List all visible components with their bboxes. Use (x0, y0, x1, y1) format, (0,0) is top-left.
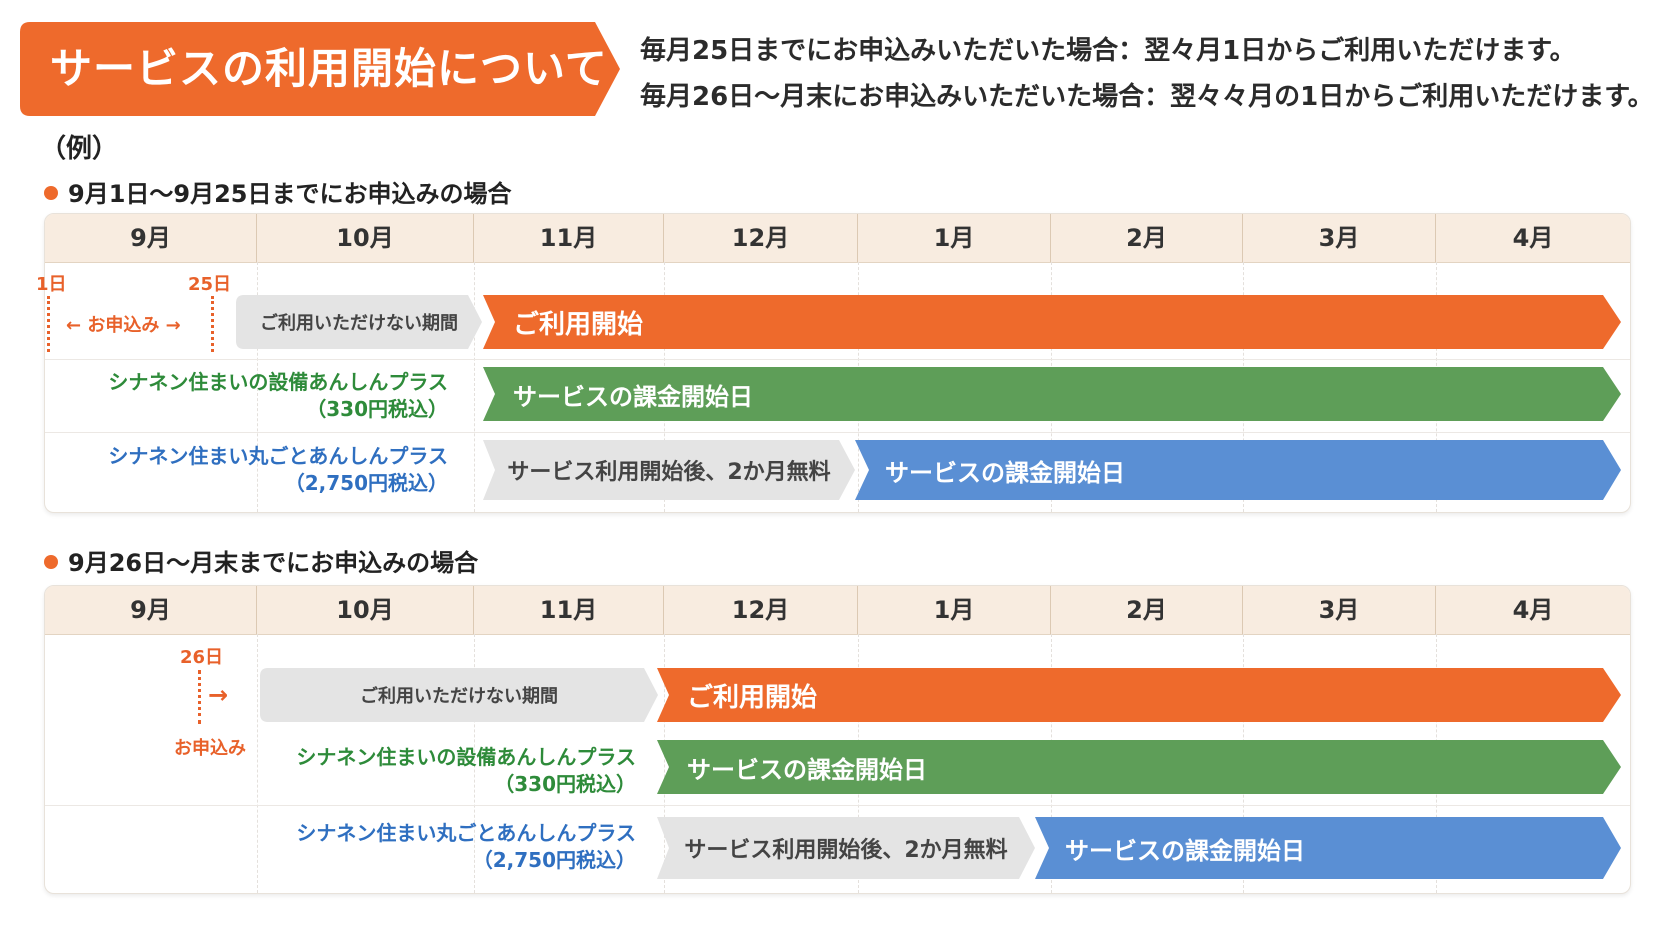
case1-unavailable-label: ご利用いただけない期間 (260, 313, 458, 334)
row-divider (45, 805, 1630, 806)
case2-setsubi-label: シナネン住まいの設備あんしんプラス （330円税込） (270, 744, 636, 798)
case2-month: 11月 (474, 586, 664, 634)
case2-heading: 9月26日～月末までにお申込みの場合 (44, 543, 478, 578)
bullet-dot-icon (44, 186, 58, 200)
case2-month: 1月 (858, 586, 1051, 634)
case2-dotted-line (198, 670, 201, 724)
case1-month: 4月 (1512, 224, 1554, 252)
case2-panel: 9月 10月 11月 12月 1月 2月 3月 4月 (44, 585, 1631, 894)
bullet-dot-icon (44, 555, 58, 569)
case1-month: 1月 (858, 214, 1051, 262)
case2-unavailable-bar: ご利用いただけない期間 (260, 668, 658, 722)
case1-setsubi-bar-label: サービスの課金開始日 (513, 382, 753, 411)
case1-month: 11月 (474, 214, 664, 262)
case2-month: 2月 (1051, 586, 1243, 634)
case1-start-bar: ご利用開始 (483, 295, 1621, 349)
case2-month: 9月 (45, 586, 257, 634)
case2-apply-label: お申込み (174, 738, 246, 759)
case1-month: 12月 (664, 214, 858, 262)
case2-marugoto-bar-label: サービスの課金開始日 (1065, 836, 1305, 865)
case2-free-label: サービス利用開始後、2か月無料 (684, 838, 1008, 863)
case1-end-dotted-line (211, 296, 214, 352)
case2-setsubi-name: シナネン住まいの設備あんしんプラス (296, 745, 636, 769)
case1-unavailable-bar: ご利用いただけない期間 (236, 295, 482, 349)
arrow-right-icon: → (208, 681, 229, 709)
case1-marugoto-bar: サービスの課金開始日 (855, 440, 1621, 500)
case2-month-header: 9月 10月 11月 12月 1月 2月 3月 4月 (45, 586, 1630, 635)
rule-line-1: 毎月25日までにお申込みいただいた場合：翌々月1日からご利用いただけます。 (640, 36, 1576, 66)
case1-marugoto-price: （2,750円税込） (284, 471, 448, 495)
case1-free-bar: サービス利用開始後、2か月無料 (483, 440, 855, 500)
title-banner-shape (20, 22, 620, 116)
page-title: サービスの利用開始について (50, 44, 608, 93)
case1-setsubi-price: （330円税込） (306, 397, 448, 421)
case2-start-bar: ご利用開始 (657, 668, 1621, 722)
case1-free-label: サービス利用開始後、2か月無料 (507, 460, 831, 485)
grid-line (664, 634, 665, 893)
case1-start-dotted-line (47, 296, 50, 352)
case2-setsubi-bar-label: サービスの課金開始日 (687, 755, 927, 784)
case2-marugoto-price: （2,750円税込） (472, 848, 636, 872)
case2-month: 12月 (664, 586, 858, 634)
case2-free-bar: サービス利用開始後、2か月無料 (657, 817, 1035, 879)
case1-heading: 9月1日～9月25日までにお申込みの場合 (44, 174, 512, 209)
case1-marugoto-label: シナネン住まい丸ごとあんしんプラス （2,750円税込） (80, 443, 448, 497)
case2-marker: 26日 (180, 647, 224, 668)
case2-marugoto-name: シナネン住まい丸ごとあんしんプラス (296, 821, 636, 845)
case1-month: 10月 (257, 214, 474, 262)
case1-setsubi-bar: サービスの課金開始日 (483, 367, 1621, 421)
case1-month: 9月 (45, 214, 257, 262)
case1-marker-start: 1日 (36, 274, 67, 295)
case2-setsubi-price: （330円税込） (494, 772, 636, 796)
title-banner: サービスの利用開始について (20, 22, 620, 116)
case2-heading-text: 9月26日～月末までにお申込みの場合 (68, 549, 479, 577)
case1-start-label: ご利用開始 (513, 309, 644, 340)
rule-line-2: 毎月26日～月末にお申込みいただいた場合：翌々々月の1日からご利用いただけます。 (640, 82, 1654, 112)
case2-month: 3月 (1243, 586, 1436, 634)
case1-heading-text: 9月1日～9月25日までにお申込みの場合 (68, 180, 512, 208)
case1-month: 2月 (1051, 214, 1243, 262)
row-divider (45, 432, 1630, 433)
case1-marugoto-bar-label: サービスの課金開始日 (885, 458, 1125, 487)
case2-start-label: ご利用開始 (687, 682, 818, 713)
grid-line (257, 262, 258, 512)
case2-unavailable-label: ご利用いただけない期間 (360, 686, 558, 707)
case1-apply-label: ← お申込み → (66, 315, 181, 336)
row-divider (45, 359, 1630, 360)
case2-setsubi-bar: サービスの課金開始日 (657, 740, 1621, 794)
case1-setsubi-name: シナネン住まいの設備あんしんプラス (108, 370, 448, 394)
case2-marugoto-bar: サービスの課金開始日 (1035, 817, 1621, 879)
case1-marker-end: 25日 (188, 274, 232, 295)
case2-marugoto-label: シナネン住まい丸ごとあんしんプラス （2,750円税込） (270, 820, 636, 874)
grid-line (257, 634, 258, 893)
case2-month: 4月 (1512, 596, 1554, 624)
case2-month: 10月 (257, 586, 474, 634)
case1-marugoto-name: シナネン住まい丸ごとあんしんプラス (108, 444, 448, 468)
grid-line (474, 262, 475, 512)
case1-month: 3月 (1243, 214, 1436, 262)
case1-month-header: 9月 10月 11月 12月 1月 2月 3月 4月 (45, 214, 1630, 263)
case1-setsubi-label: シナネン住まいの設備あんしんプラス （330円税込） (80, 369, 448, 423)
example-label: （例） (40, 134, 119, 164)
grid-line (474, 634, 475, 893)
